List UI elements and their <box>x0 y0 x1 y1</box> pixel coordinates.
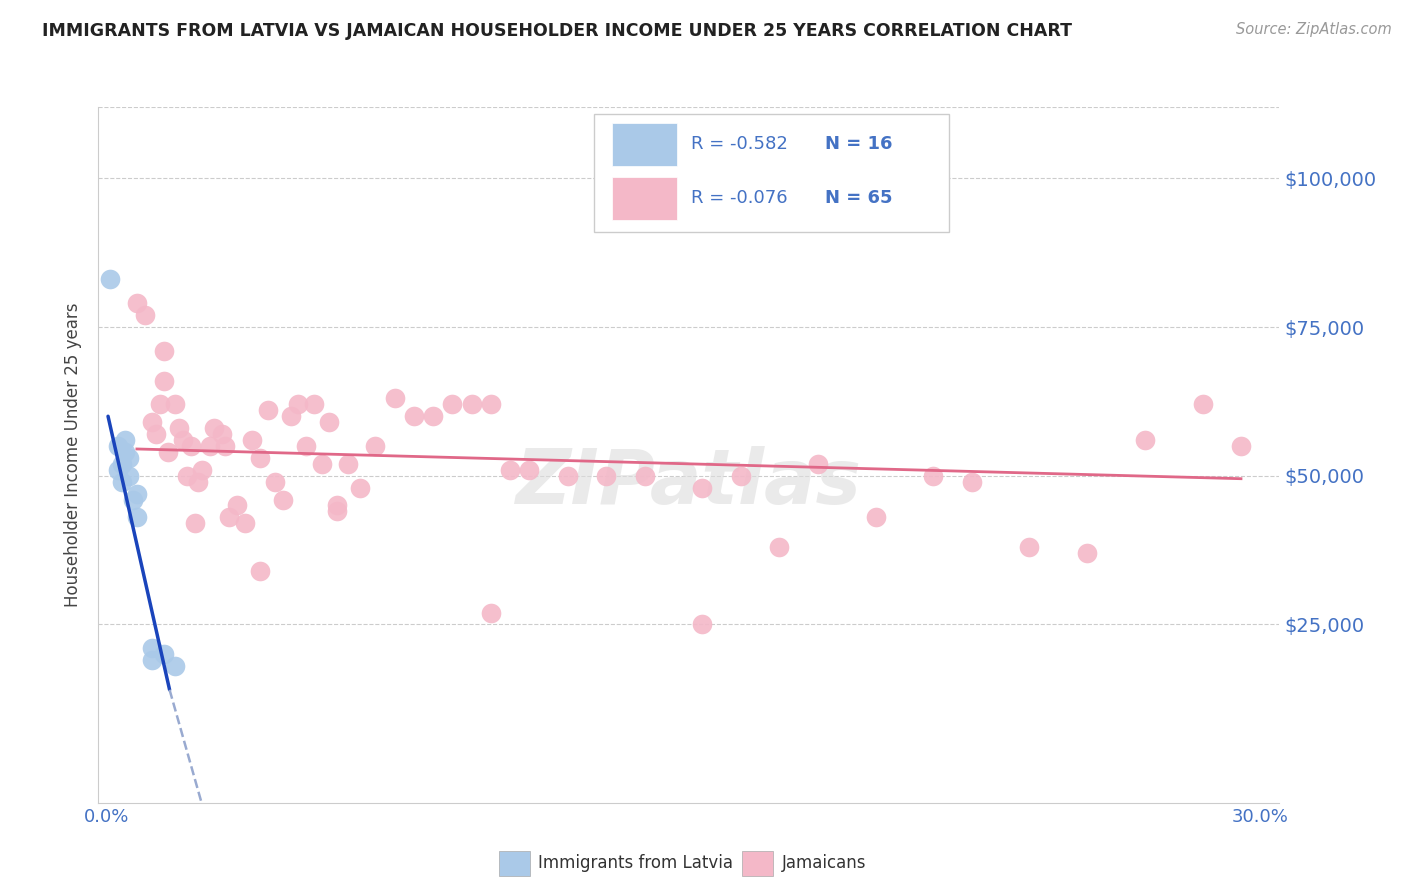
Point <box>1133 433 1156 447</box>
Point <box>183 516 205 531</box>
Point <box>114 433 136 447</box>
Point <box>692 617 714 632</box>
Point <box>98 272 121 286</box>
Point <box>1230 439 1253 453</box>
Point <box>211 427 233 442</box>
Point <box>153 374 176 388</box>
Point <box>134 308 156 322</box>
Point <box>441 397 464 411</box>
Point <box>198 439 221 453</box>
Point <box>479 397 502 411</box>
Point <box>364 439 387 453</box>
Point <box>960 475 983 489</box>
Point <box>145 427 167 442</box>
Point <box>768 540 790 554</box>
Point <box>634 468 657 483</box>
Point <box>264 475 287 489</box>
Point <box>287 397 309 411</box>
Point <box>422 409 444 424</box>
Point <box>125 510 148 524</box>
Point <box>1191 397 1213 411</box>
Point <box>114 445 136 459</box>
Point <box>214 439 236 453</box>
Point <box>249 450 271 465</box>
Point <box>218 510 240 524</box>
Text: R = -0.076: R = -0.076 <box>692 189 787 207</box>
Point <box>595 468 617 483</box>
Y-axis label: Householder Income Under 25 years: Householder Income Under 25 years <box>65 302 83 607</box>
Point <box>479 606 502 620</box>
Point <box>692 481 714 495</box>
Point <box>337 457 360 471</box>
Point <box>172 433 194 447</box>
Point <box>165 659 187 673</box>
Point <box>141 653 163 667</box>
Point <box>226 499 249 513</box>
Point <box>165 397 187 411</box>
Point <box>460 397 482 411</box>
Point <box>141 415 163 429</box>
Text: IMMIGRANTS FROM LATVIA VS JAMAICAN HOUSEHOLDER INCOME UNDER 25 YEARS CORRELATION: IMMIGRANTS FROM LATVIA VS JAMAICAN HOUSE… <box>42 22 1073 40</box>
FancyBboxPatch shape <box>612 177 678 219</box>
Point <box>1018 540 1040 554</box>
Point <box>107 463 129 477</box>
Point <box>149 397 172 411</box>
Point <box>107 439 129 453</box>
Point <box>349 481 371 495</box>
Point <box>122 492 145 507</box>
Text: N = 16: N = 16 <box>825 135 893 153</box>
Point <box>295 439 318 453</box>
Point <box>402 409 425 424</box>
Point <box>176 468 198 483</box>
Point <box>141 641 163 656</box>
Point <box>202 421 225 435</box>
Point <box>499 463 522 477</box>
Text: Immigrants from Latvia: Immigrants from Latvia <box>538 855 734 872</box>
Point <box>256 403 278 417</box>
Point <box>311 457 333 471</box>
Text: N = 65: N = 65 <box>825 189 893 207</box>
Text: ZIPatlas: ZIPatlas <box>516 446 862 520</box>
Point <box>233 516 256 531</box>
Point <box>156 445 179 459</box>
Point <box>922 468 945 483</box>
Point <box>118 468 141 483</box>
Point <box>384 392 406 406</box>
Point <box>1076 546 1098 560</box>
Point <box>517 463 540 477</box>
Point <box>180 439 202 453</box>
Point <box>240 433 263 447</box>
Point <box>187 475 209 489</box>
Point <box>302 397 325 411</box>
Text: Source: ZipAtlas.com: Source: ZipAtlas.com <box>1236 22 1392 37</box>
Point <box>318 415 340 429</box>
Point <box>271 492 294 507</box>
Text: R = -0.582: R = -0.582 <box>692 135 789 153</box>
Point <box>326 504 349 518</box>
Point <box>110 457 132 471</box>
Point <box>557 468 579 483</box>
Text: Jamaicans: Jamaicans <box>782 855 866 872</box>
Point <box>153 647 176 661</box>
Point <box>125 486 148 500</box>
Point <box>167 421 190 435</box>
Point <box>280 409 302 424</box>
Point <box>153 343 176 358</box>
Point <box>118 450 141 465</box>
Point <box>249 564 271 578</box>
Point <box>865 510 887 524</box>
Point <box>191 463 214 477</box>
Point <box>730 468 752 483</box>
FancyBboxPatch shape <box>612 123 678 166</box>
Point <box>807 457 830 471</box>
Point <box>125 296 148 310</box>
Point <box>326 499 349 513</box>
FancyBboxPatch shape <box>595 114 949 232</box>
Point <box>110 475 132 489</box>
